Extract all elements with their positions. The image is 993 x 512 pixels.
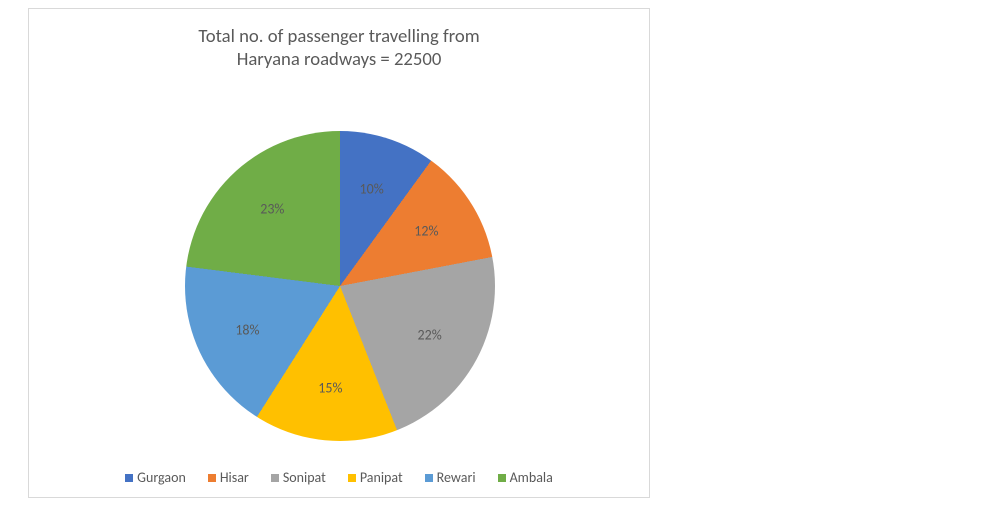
- legend-label-hisar: Hisar: [220, 469, 249, 486]
- legend-label-gurgaon: Gurgaon: [137, 469, 186, 486]
- slice-label-hisar: 12%: [414, 223, 438, 240]
- chart-title-line1: Total no. of passenger travelling from: [198, 25, 479, 48]
- legend-label-sonipat: Sonipat: [283, 469, 326, 486]
- chart-container: Total no. of passenger travelling from H…: [28, 8, 650, 498]
- legend-item-panipat: Panipat: [348, 469, 403, 486]
- legend-item-hisar: Hisar: [208, 469, 249, 486]
- slice-label-sonipat: 22%: [418, 327, 442, 344]
- slice-label-ambala: 23%: [260, 201, 284, 218]
- slice-label-panipat: 15%: [318, 379, 342, 396]
- chart-title: Total no. of passenger travelling from H…: [29, 25, 649, 72]
- legend-swatch-panipat: [348, 474, 356, 482]
- legend-label-ambala: Ambala: [510, 469, 553, 486]
- chart-title-line2: Haryana roadways = 22500: [237, 48, 442, 71]
- legend-label-panipat: Panipat: [360, 469, 403, 486]
- slice-label-rewari: 18%: [235, 321, 259, 338]
- legend-item-ambala: Ambala: [498, 469, 553, 486]
- page-canvas: Total no. of passenger travelling from H…: [0, 0, 993, 512]
- legend-swatch-hisar: [208, 474, 216, 482]
- legend-swatch-gurgaon: [125, 474, 133, 482]
- legend-swatch-ambala: [498, 474, 506, 482]
- legend-item-sonipat: Sonipat: [271, 469, 326, 486]
- slice-label-gurgaon: 10%: [360, 180, 384, 197]
- chart-legend: Gurgaon Hisar Sonipat Panipat Rewari Ambala: [29, 469, 649, 486]
- legend-swatch-sonipat: [271, 474, 279, 482]
- legend-item-rewari: Rewari: [425, 469, 476, 486]
- legend-swatch-rewari: [425, 474, 433, 482]
- legend-item-gurgaon: Gurgaon: [125, 469, 186, 486]
- legend-label-rewari: Rewari: [437, 469, 476, 486]
